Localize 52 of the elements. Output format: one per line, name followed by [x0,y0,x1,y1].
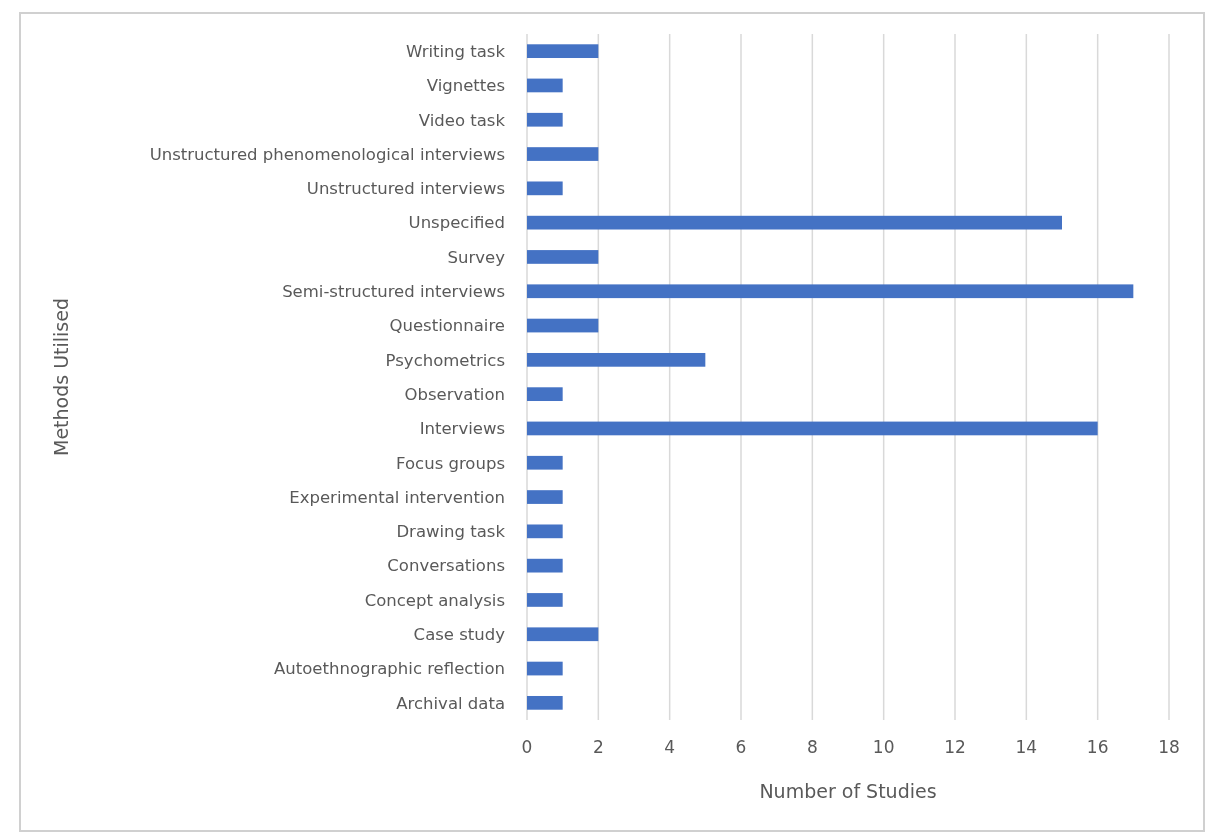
x-tick-label: 2 [592,737,604,757]
y-tick-label: Focus groups [396,453,505,473]
x-tick-label: 6 [735,737,747,757]
bar [527,627,599,642]
bar [527,215,1062,230]
x-axis-title: Number of Studies [759,780,937,802]
y-tick-label: Video task [418,110,506,130]
x-tick-label: 16 [1086,737,1109,757]
y-tick-label: Vignettes [426,76,505,96]
bar [527,387,563,402]
y-tick-label: Psychometrics [385,350,505,370]
bar [527,593,563,607]
y-tick-label: Drawing task [396,522,506,542]
bar [527,112,563,127]
y-tick-label: Unspecified [408,213,505,233]
x-tick-label: 0 [521,737,533,757]
bar [527,352,706,367]
bar [527,147,599,161]
bar [527,558,563,573]
x-tick-label: 18 [1158,737,1180,757]
y-tick-label: Writing task [406,41,506,61]
bar [527,318,599,333]
y-tick-label: Survey [447,247,506,267]
y-tick-label: Unstructured interviews [306,179,505,199]
bar [527,455,563,470]
y-tick-label: Semi-structured interviews [282,282,505,302]
bar [527,284,1134,299]
y-tick-label: Observation [404,384,505,404]
y-tick-label: Experimental intervention [289,487,505,507]
y-tick-label: Archival data [396,693,505,713]
y-tick-label: Questionnaire [389,316,505,336]
x-tick-label: 10 [872,737,895,757]
bar [527,524,563,539]
x-tick-label: 8 [806,737,818,757]
y-tick-label: Interviews [419,419,505,439]
bar [527,421,1098,436]
y-tick-label: Conversations [387,556,505,576]
y-axis-title: Methods Utilised [50,297,72,457]
y-tick-label: Autoethnographic reflection [274,659,505,679]
x-tick-label: 12 [944,737,966,757]
bar [527,661,563,676]
bar [527,181,563,196]
bar [527,78,563,93]
bar [527,44,599,59]
x-tick-label: 4 [664,737,676,757]
bar [527,695,563,710]
y-tick-label: Unstructured phenomenological interviews [149,144,505,164]
bar [527,250,599,264]
y-tick-label: Case study [413,625,506,645]
x-tick-label: 14 [1015,737,1038,757]
bar [527,490,563,504]
y-tick-label: Concept analysis [364,590,505,610]
